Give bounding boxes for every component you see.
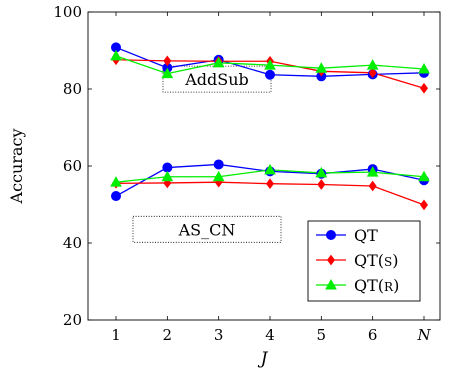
data-point [264, 59, 276, 70]
y-tick-label: 60 [63, 157, 82, 175]
data-point [265, 69, 275, 80]
data-point [111, 191, 121, 202]
data-point [315, 62, 328, 73]
data-point [212, 56, 225, 68]
data-point [266, 178, 274, 190]
x-tick-label: 1 [111, 326, 121, 344]
legend-marker [327, 254, 335, 266]
data-point [418, 62, 430, 74]
data-point [418, 170, 430, 182]
legend-marker [326, 230, 336, 240]
data-point [317, 179, 326, 190]
x-tick-label: 3 [214, 326, 224, 344]
legend-label: QT(R) [354, 276, 399, 295]
data-point [110, 49, 122, 61]
annotations: AddSub AS_CN [132, 65, 282, 243]
y-axis-ticks: 20 40 60 80 100 [53, 3, 440, 329]
data-point [366, 166, 379, 177]
data-point [163, 55, 172, 67]
legend-label: QT(S) [354, 251, 399, 270]
data-point [315, 166, 328, 178]
data-point [368, 180, 377, 192]
x-tick-label: 4 [265, 326, 275, 344]
x-axis-ticks: 1 2 3 4 5 6 N [111, 12, 431, 344]
legend: QT QT(S) QT(R) [307, 220, 421, 302]
data-point [212, 170, 225, 182]
data-point [161, 67, 174, 79]
annotation-label: AS_CN [178, 220, 236, 239]
y-axis-label: Accuracy [7, 129, 26, 205]
legend-label: QT [354, 226, 378, 245]
y-tick-label: 100 [53, 3, 82, 21]
data-point [162, 162, 173, 173]
data-point [161, 170, 174, 182]
series-markers [110, 42, 430, 211]
y-tick-label: 40 [63, 234, 82, 252]
data-point [420, 199, 428, 211]
annotation-box [132, 215, 282, 243]
x-axis-label: J [258, 349, 269, 369]
annotation-label: AddSub [184, 70, 249, 89]
data-point [110, 176, 122, 187]
data-point [368, 67, 377, 79]
x-tick-label: 2 [163, 326, 173, 344]
data-point [420, 82, 428, 94]
x-tick-label: N [416, 326, 431, 344]
data-point [264, 163, 276, 175]
x-tick-label: 6 [368, 326, 378, 344]
y-tick-label: 20 [63, 311, 82, 329]
legend-marker [325, 278, 337, 290]
data-point [366, 59, 379, 70]
y-tick-label: 80 [63, 80, 82, 98]
data-point [213, 159, 224, 170]
x-tick-label: 5 [317, 326, 327, 344]
